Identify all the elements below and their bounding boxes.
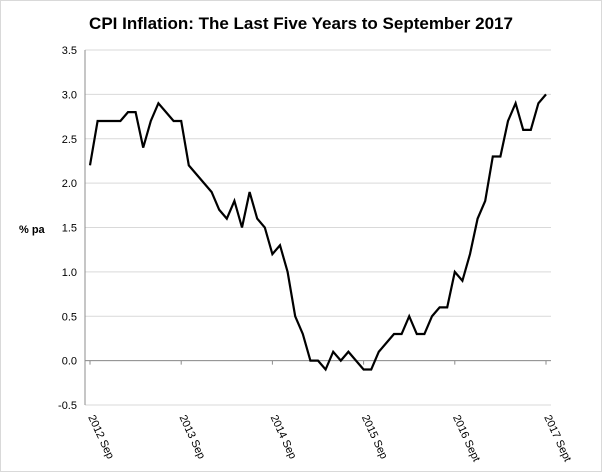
y-tick-labels: 3.5 3.0 2.5 2.0 1.5 1.0 0.5 0.0 -0.5 (58, 45, 77, 412)
x-tick-label: 2016 Sept (450, 413, 482, 464)
y-tick-label: 2.5 (62, 134, 77, 146)
x-tick-label: 2014 Sep (268, 413, 299, 461)
y-tick-label: 3.5 (62, 45, 77, 57)
x-tick-label: 2017 Sept (541, 413, 573, 464)
gridlines (85, 49, 551, 406)
y-axis-label: % pa (19, 224, 46, 236)
y-tick-label: 3.0 (62, 89, 77, 101)
x-tick-label: 2012 Sep (85, 413, 116, 461)
x-tick-labels: 2012 Sep 2013 Sep 2014 Sep 2015 Sep 2016 Sep… (85, 413, 573, 464)
y-tick-label: 2.0 (62, 178, 77, 190)
y-tick-label: 1.0 (62, 267, 77, 279)
x-tick-label: 2013 Sep (176, 413, 207, 461)
y-tick-label: -0.5 (58, 400, 77, 412)
y-tick-label: 0.0 (62, 356, 77, 368)
chart-title: CPI Inflation: The Last Five Years to Se… (89, 14, 513, 33)
y-tick-label: 0.5 (62, 311, 77, 323)
x-tick-label: 2015 Sep (359, 413, 390, 461)
series-cpi (88, 93, 547, 372)
series-line (88, 93, 547, 372)
y-tick-label: 1.5 (62, 223, 77, 235)
